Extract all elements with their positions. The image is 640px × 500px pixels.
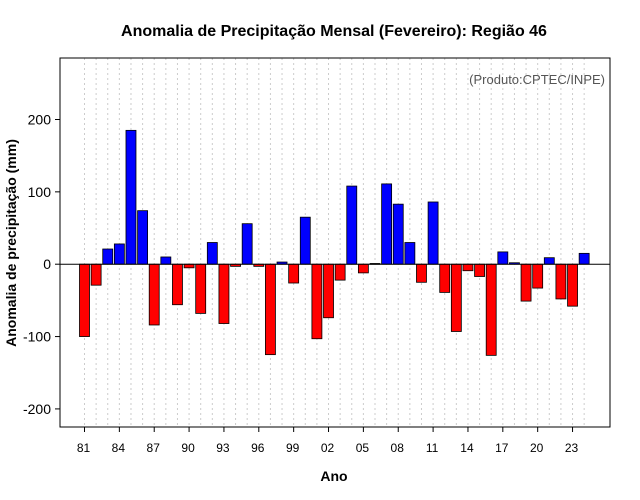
bar-2015 [474, 263, 485, 277]
y-tick-label: 100 [28, 184, 52, 200]
bar-2012 [439, 263, 451, 293]
bar-1984 [113, 243, 125, 265]
bar-1985 [125, 129, 137, 265]
bar-2008 [392, 203, 404, 265]
bar-2014 [462, 263, 474, 272]
y-tick-label: -200 [23, 401, 51, 417]
y-tick-label: 0 [43, 256, 51, 272]
x-tick-label: 05 [356, 441, 370, 455]
x-tick-label: 90 [181, 441, 195, 455]
y-axis: -200 -100 0 100 200 [23, 112, 60, 417]
bar-1986 [137, 210, 149, 265]
bar-2023 [567, 263, 578, 307]
bar-1989 [172, 263, 183, 306]
x-axis-label: Ano [320, 468, 347, 484]
bar-2007 [381, 183, 393, 265]
bar-2002 [323, 263, 334, 319]
bar-2009 [404, 242, 416, 265]
x-tick-label: 08 [391, 441, 405, 455]
x-tick-label: 14 [460, 441, 474, 455]
bar-1990 [183, 263, 195, 269]
x-tick-label: 23 [565, 441, 579, 455]
bar-2001 [311, 263, 323, 340]
x-tick-label: 84 [112, 441, 126, 455]
x-tick-label: 20 [530, 441, 544, 455]
bar-2005 [357, 263, 369, 274]
x-tick-label: 87 [147, 441, 161, 455]
bar-1987 [148, 263, 160, 326]
bar-2019 [520, 263, 532, 302]
x-tick-label: 93 [216, 441, 230, 455]
bar-2000 [299, 216, 311, 265]
bar-2013 [450, 263, 462, 332]
bar-2024 [578, 252, 590, 265]
chart-title: Anomalia de Precipitação Mensal (Feverei… [121, 23, 547, 40]
bar-2010 [416, 263, 427, 283]
x-tick-label: 17 [495, 441, 509, 455]
bar-1983 [102, 248, 114, 265]
bar-2004 [346, 185, 358, 265]
bar-2016 [485, 263, 497, 356]
y-tick-label: 200 [28, 112, 52, 128]
credit-text: (Produto:CPTEC/INPE) [469, 72, 605, 87]
bar-2003 [334, 263, 346, 281]
x-tick-label: 99 [286, 441, 300, 455]
y-tick-label: -100 [23, 329, 51, 345]
bar-1993 [218, 263, 230, 324]
bar-layer [79, 129, 590, 356]
bar-1991 [195, 263, 207, 314]
x-tick-label: 02 [321, 441, 335, 455]
grid-layer [84, 58, 585, 427]
bar-1982 [90, 263, 102, 286]
bar-2017 [497, 251, 509, 265]
bar-1999 [288, 263, 300, 284]
bar-2020 [532, 263, 544, 289]
bar-1992 [206, 242, 218, 265]
x-tick-label: 81 [77, 441, 91, 455]
bar-2022 [555, 263, 567, 300]
bar-1988 [160, 256, 172, 265]
x-tick-label: 11 [426, 441, 439, 455]
y-axis-label: Anomalia de precipitação (mm) [3, 139, 19, 347]
bar-2011 [427, 201, 439, 265]
bar-1981 [79, 263, 90, 337]
bar-2021 [543, 257, 555, 265]
x-tick-label: 96 [251, 441, 265, 455]
x-axis: 81 84 87 90 93 96 99 02 05 08 11 14 17 20 23 [77, 427, 579, 455]
plot-frame [59, 57, 611, 428]
bar-1997 [265, 263, 276, 356]
bar-1995 [241, 223, 253, 265]
